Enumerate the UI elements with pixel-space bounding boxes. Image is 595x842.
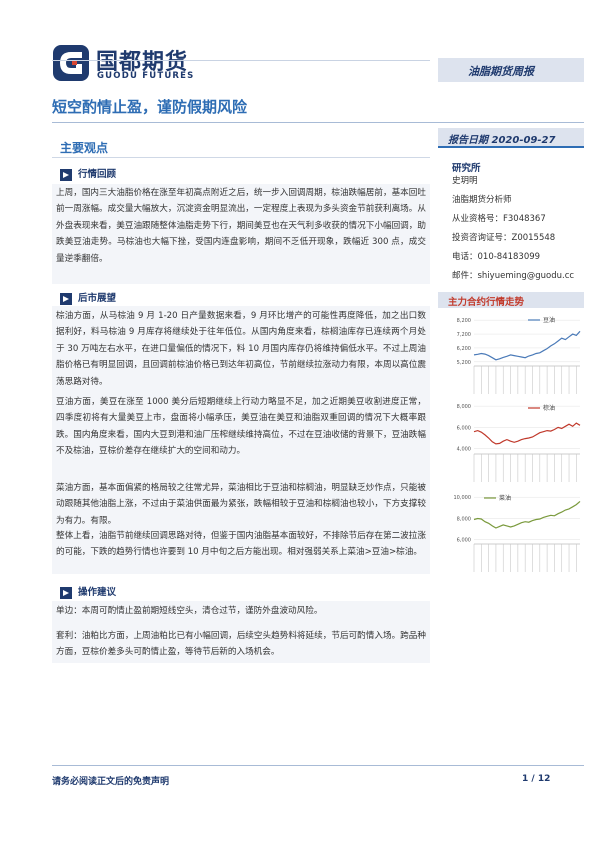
y-tick-label: 6,200 (457, 346, 471, 352)
analyst-info: 史玥明 油脂期货分析师 从业资格号：F3048367 投资咨询证号：Z00155… (452, 172, 584, 286)
rapeseed-oil-paragraph: 菜油方面，基本面偏紧的格局较之往常尤异，菜油相比于豆油和棕榈油，明显缺乏炒作点，… (56, 483, 426, 526)
series-line (473, 330, 581, 361)
logo-text-en: GUODU FUTURES (97, 71, 195, 81)
strategy-heading: 操作建议 (78, 587, 117, 598)
analyst-qualification: 从业资格号：F3048367 (452, 214, 546, 224)
analyst-email: 邮件：shiyueming@guodu.cc (452, 271, 575, 281)
legend-label: 棕油 (543, 404, 555, 412)
analyst-phone: 电话：010-84183099 (452, 252, 541, 262)
report-type-tag (438, 58, 584, 82)
legend-label: 菜油 (499, 494, 511, 502)
report-type-label: 油脂期货周报 (468, 65, 534, 78)
report-date-bar (438, 128, 584, 148)
series-line (473, 422, 581, 445)
palm-oil-paragraph: 棕油方面，从马棕油 9 月 1-20 日产量数据来看，9 月环比增产的可能性再度… (56, 311, 426, 387)
series-line (473, 500, 581, 529)
y-tick-label: 6,000 (457, 425, 471, 431)
analyst-consult-cert: 投资咨询证号：Z0015548 (452, 233, 556, 243)
outlook-icon (60, 290, 72, 305)
y-tick-label: 8,000 (457, 404, 471, 410)
charts-heading-bar (438, 292, 584, 308)
logo-text-cn: 国都期货 (96, 50, 189, 75)
legend-label: 豆油 (543, 316, 555, 324)
rapeseed-oil-chart: 6,000 8,000 10,000 菜油 (444, 488, 584, 580)
main-points-divider (52, 157, 430, 158)
single-side-paragraph: 单边：本周可酌情止盈前期短线空头，清仓过节，谨防外盘波动风险。 (56, 606, 323, 616)
strategy-icon (60, 584, 72, 599)
logo-mark-icon (52, 44, 90, 82)
charts-heading: 主力合约行情走势 (448, 297, 525, 308)
title-divider (52, 122, 584, 123)
report-date: 报告日期 2020-09-27 (448, 135, 556, 146)
y-tick-label: 6,000 (457, 538, 471, 544)
footer-disclaimer: 请务必阅读正文后的免责声明 (52, 777, 170, 787)
main-points-heading: 主要观点 (60, 141, 109, 155)
institute-heading: 研究所 (452, 163, 481, 174)
header-divider (52, 60, 430, 61)
outlook-band (52, 306, 430, 574)
y-tick-label: 8,200 (457, 318, 471, 324)
analyst-name: 史玥明 (452, 176, 478, 186)
outlook-heading: 后市展望 (78, 293, 117, 304)
page-number: 1 / 12 (522, 774, 551, 784)
y-tick-label: 7,200 (457, 332, 471, 338)
strategy-band (52, 601, 430, 663)
market-review-band (52, 184, 430, 284)
overall-paragraph: 整体上看，油脂节前继续回调思路对待，但鉴于国内油脂基本面较好，不排除节后存在第二… (56, 531, 426, 558)
soybean-oil-paragraph: 豆油方面，美豆在涨至 1000 美分后短期继续上行动力略显不足，加之近期美豆收割… (56, 397, 426, 457)
y-tick-label: 4,000 (457, 447, 471, 453)
y-tick-label: 5,200 (457, 360, 471, 366)
market-review-paragraph: 上周，国内三大油脂价格在涨至年初高点附近之后，统一步入回调周期，棕油跌幅居前，基… (56, 188, 426, 264)
market-review-heading: 行情回顾 (78, 169, 117, 180)
y-tick-label: 8,000 (457, 516, 471, 522)
report-title: 短空酌情止盈，谨防假期风险 (52, 98, 248, 116)
analyst-title: 油脂期货分析师 (452, 195, 512, 205)
y-tick-label: 10,000 (454, 495, 472, 501)
soybean-oil-chart: 5,200 6,200 7,200 8,200 豆油 (444, 310, 584, 402)
palm-oil-chart: 4,000 6,000 8,000 棕油 (444, 398, 584, 490)
footer-divider (52, 765, 584, 766)
arbitrage-paragraph: 套利：油粕比方面，上周油粕比已有小幅回调，后续空头趋势料将延续，节后可酌情入场。… (56, 631, 426, 658)
market-review-icon (60, 166, 72, 181)
